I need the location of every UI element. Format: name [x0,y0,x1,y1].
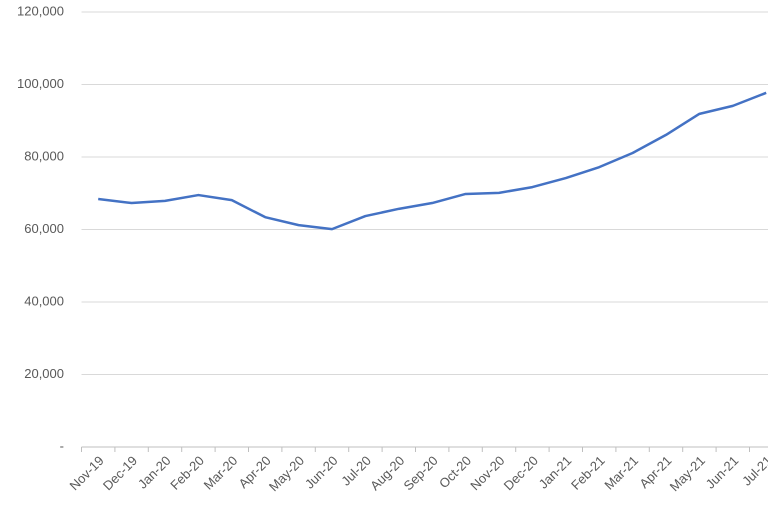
x-tick-label: May-21 [667,453,708,494]
x-tick-label: Dec-19 [100,453,140,493]
y-tick-label: 60,000 [24,221,64,236]
x-tick-label: Sep-20 [401,453,441,493]
x-tick-label: Dec-20 [501,453,541,493]
x-tick-label: Feb-21 [568,453,608,493]
x-tick-label: Mar-20 [201,453,241,493]
x-tick-label: Oct-20 [436,453,474,491]
x-tick-label: Nov-20 [467,453,507,493]
line [98,91,767,231]
x-tick-label: Jun-21 [703,453,742,492]
x-tick-label: Jan-20 [135,453,174,492]
x-tick-label: May-20 [266,453,307,494]
y-tick-label: 20,000 [24,366,64,381]
x-tick-label: Aug-20 [367,453,407,493]
x-tick-label: Feb-20 [167,453,207,493]
y-tick-label: 80,000 [24,148,64,163]
x-tick-label: Nov-19 [67,453,107,493]
y-tick-label: 40,000 [24,293,64,308]
x-tick-label: Mar-21 [601,453,641,493]
x-tick-label: Jul-21 [739,453,768,489]
y-tick-label: 100,000 [17,76,64,91]
x-tick-label: Jun-20 [302,453,341,492]
y-tick-label: 120,000 [17,3,64,18]
x-tick-label: Jan-21 [536,453,575,492]
y-tick-label: - [60,438,64,453]
